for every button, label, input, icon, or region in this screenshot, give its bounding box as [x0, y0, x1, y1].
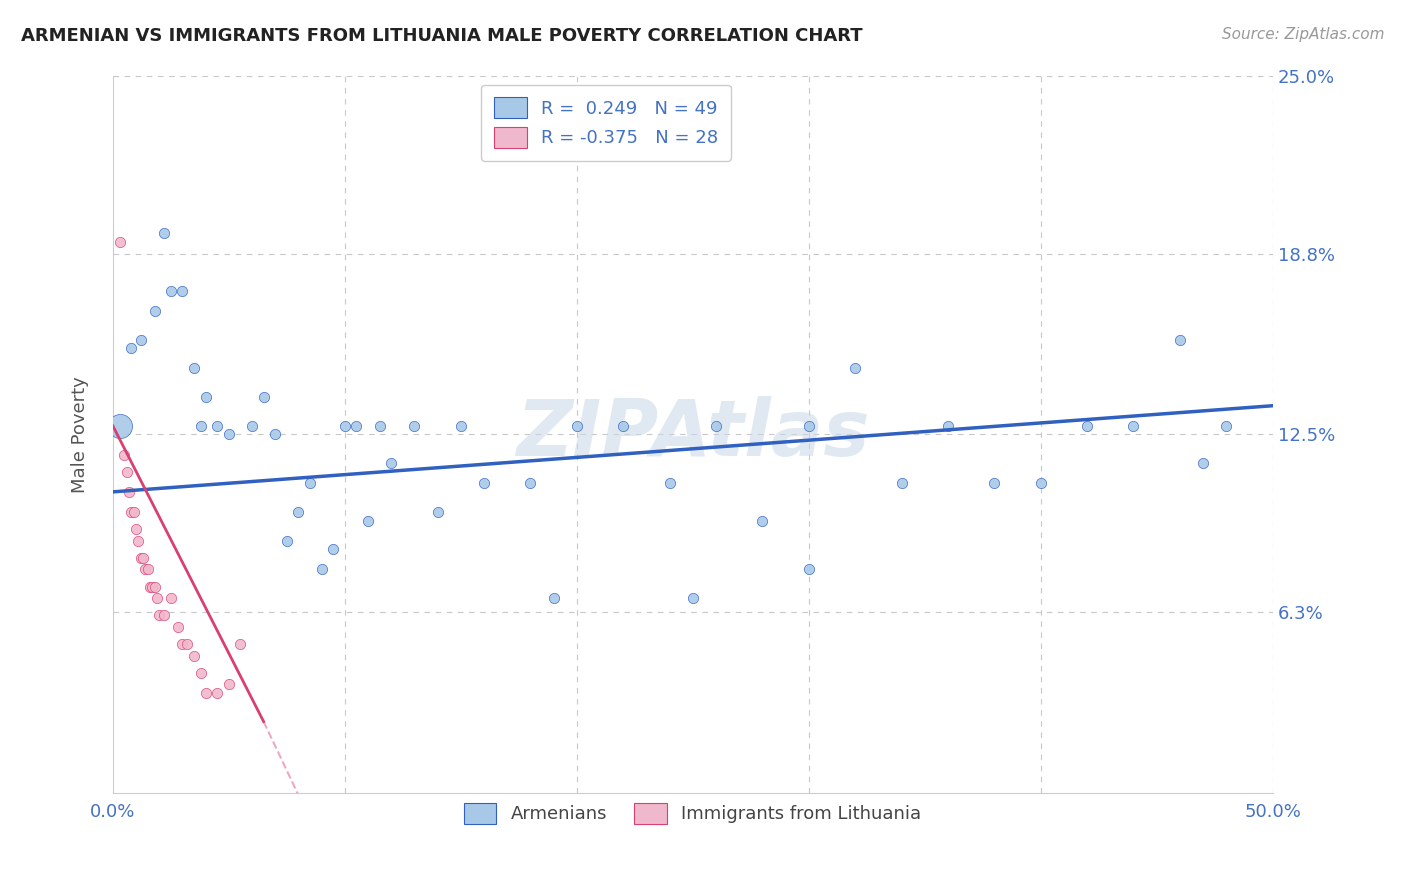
Point [276, 533, 298, 548]
Point [1076, 418, 1098, 433]
Point [183, 361, 205, 376]
Point [472, 476, 495, 491]
Point [543, 591, 565, 606]
Point [298, 476, 321, 491]
Point [172, 284, 194, 298]
Point [844, 361, 866, 376]
Point [108, 418, 131, 433]
Point [333, 418, 356, 433]
Point [287, 505, 309, 519]
Point [797, 418, 820, 433]
Point [120, 505, 142, 519]
Point [146, 591, 169, 606]
Point [380, 456, 402, 470]
Point [122, 505, 145, 519]
Point [404, 418, 426, 433]
Point [129, 333, 152, 347]
Point [218, 427, 240, 442]
Point [160, 284, 183, 298]
Point [311, 562, 333, 576]
Point [890, 476, 912, 491]
Point [207, 418, 229, 433]
Point [1215, 418, 1237, 433]
Point [264, 427, 287, 442]
Text: ARMENIAN VS IMMIGRANTS FROM LITHUANIA MALE POVERTY CORRELATION CHART: ARMENIAN VS IMMIGRANTS FROM LITHUANIA MA… [21, 27, 863, 45]
Point [519, 476, 541, 491]
Point [450, 418, 472, 433]
Point [983, 476, 1005, 491]
Point [704, 418, 727, 433]
Point [141, 580, 163, 594]
Point [176, 637, 198, 651]
Point [190, 665, 212, 680]
Point [682, 591, 704, 606]
Point [190, 418, 212, 433]
Point [139, 580, 162, 594]
Point [136, 562, 159, 576]
Point [368, 418, 391, 433]
Point [612, 418, 634, 433]
Point [153, 608, 176, 623]
Point [148, 608, 170, 623]
Point [751, 514, 773, 528]
Point [129, 550, 152, 565]
Point [229, 637, 252, 651]
Point [153, 227, 176, 241]
Point [194, 686, 217, 700]
Point [132, 550, 155, 565]
Point [115, 465, 138, 479]
Point [120, 341, 142, 355]
Y-axis label: Male Poverty: Male Poverty [72, 376, 89, 492]
Point [797, 562, 820, 576]
Point [125, 522, 148, 536]
Point [1029, 476, 1052, 491]
Point [936, 418, 959, 433]
Text: ZIPAtlas: ZIPAtlas [516, 396, 869, 473]
Point [127, 533, 149, 548]
Point [1168, 333, 1191, 347]
Point [143, 304, 166, 318]
Point [183, 648, 205, 663]
Point [658, 476, 681, 491]
Point [240, 418, 263, 433]
Point [114, 448, 136, 462]
Point [218, 677, 240, 691]
Point [1192, 456, 1215, 470]
Point [160, 591, 183, 606]
Point [344, 418, 367, 433]
Point [565, 418, 588, 433]
Point [426, 505, 449, 519]
Point [143, 580, 166, 594]
Point [357, 514, 380, 528]
Text: Source: ZipAtlas.com: Source: ZipAtlas.com [1222, 27, 1385, 42]
Point [194, 390, 217, 404]
Point [322, 542, 344, 557]
Point [172, 637, 194, 651]
Point [207, 686, 229, 700]
Point [134, 562, 156, 576]
Point [118, 484, 141, 499]
Point [252, 390, 274, 404]
Legend: Armenians, Immigrants from Lithuania: Armenians, Immigrants from Lithuania [453, 792, 932, 835]
Point [166, 620, 188, 634]
Point [1122, 418, 1144, 433]
Point [108, 235, 131, 249]
